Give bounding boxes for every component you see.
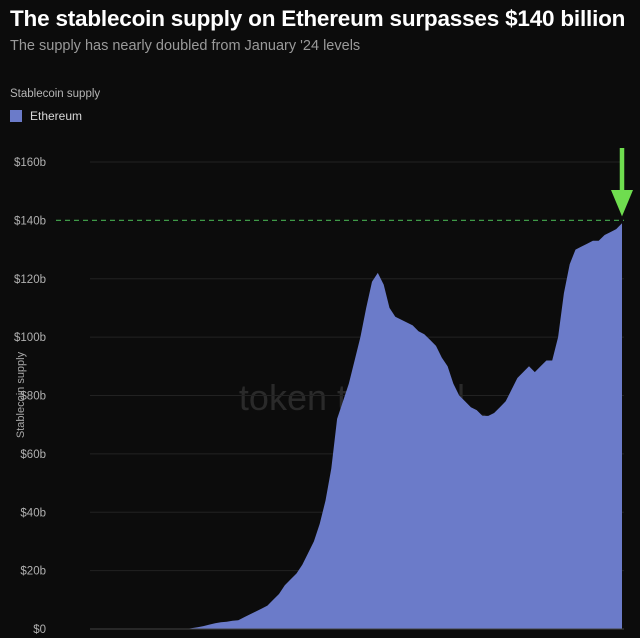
annotation-arrow-head bbox=[611, 190, 633, 217]
legend-item-ethereum: Ethereum bbox=[10, 109, 82, 123]
legend-label: Ethereum bbox=[30, 109, 83, 123]
y-tick-label: $80b bbox=[20, 391, 46, 403]
y-tick-label: $120b bbox=[14, 274, 46, 286]
y-tick-label: $0 bbox=[33, 624, 46, 636]
y-tick-label: $60b bbox=[20, 449, 46, 461]
legend-swatch bbox=[10, 110, 22, 122]
chart-title: The stablecoin supply on Ethereum surpas… bbox=[10, 6, 626, 31]
y-tick-label: $100b bbox=[14, 332, 46, 344]
y-tick-label: $40b bbox=[20, 507, 46, 519]
chart-subtitle: The supply has nearly doubled from Janua… bbox=[10, 38, 361, 54]
y-axis-label: Stablecoin supply bbox=[15, 351, 27, 438]
legend-title: Stablecoin supply bbox=[10, 88, 101, 100]
y-tick-label: $160b bbox=[14, 157, 46, 169]
y-tick-label: $140b bbox=[14, 215, 46, 227]
y-tick-label: $20b bbox=[20, 566, 46, 578]
series-area-ethereum bbox=[186, 223, 622, 630]
